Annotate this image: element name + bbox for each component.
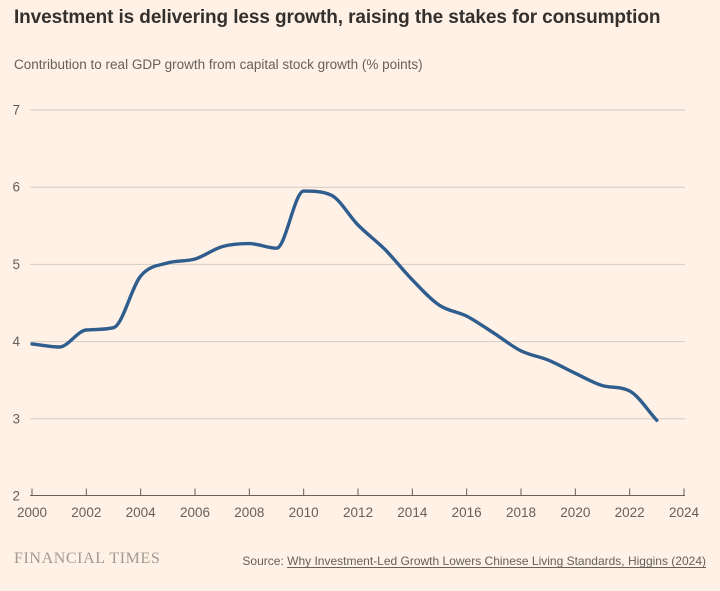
- source-line: Source: Why Investment-Led Growth Lowers…: [242, 554, 706, 568]
- x-tick-label: 2020: [560, 505, 590, 520]
- source-link[interactable]: Why Investment-Led Growth Lowers Chinese…: [287, 554, 706, 568]
- y-tick-label: 2: [12, 489, 20, 504]
- x-tick-label: 2012: [343, 505, 373, 520]
- source-prefix: Source:: [242, 554, 284, 568]
- chart-subtitle: Contribution to real GDP growth from cap…: [14, 57, 423, 72]
- x-tick-label: 2022: [615, 505, 645, 520]
- y-tick-label: 4: [12, 334, 20, 349]
- x-tick-label: 2004: [126, 505, 157, 520]
- data-line: [30, 189, 659, 422]
- chart-title: Investment is delivering less growth, ra…: [14, 7, 661, 28]
- y-tick-label: 7: [12, 103, 20, 118]
- x-tick-label: 2006: [180, 505, 210, 520]
- y-tick-label: 5: [12, 257, 20, 272]
- x-tick-label: 2014: [397, 505, 428, 520]
- x-tick-label: 2018: [506, 505, 536, 520]
- x-tick-label: 2008: [234, 505, 264, 520]
- y-tick-label: 3: [12, 411, 20, 426]
- y-tick-label: 6: [12, 180, 20, 195]
- x-tick-label: 2010: [289, 505, 319, 520]
- x-tick-label: 2024: [669, 505, 700, 520]
- financial-times-wordmark: FINANCIAL TIMES: [14, 550, 161, 567]
- x-tick-label: 2016: [452, 505, 482, 520]
- x-tick-label: 2002: [71, 505, 101, 520]
- x-tick-label: 2000: [17, 505, 47, 520]
